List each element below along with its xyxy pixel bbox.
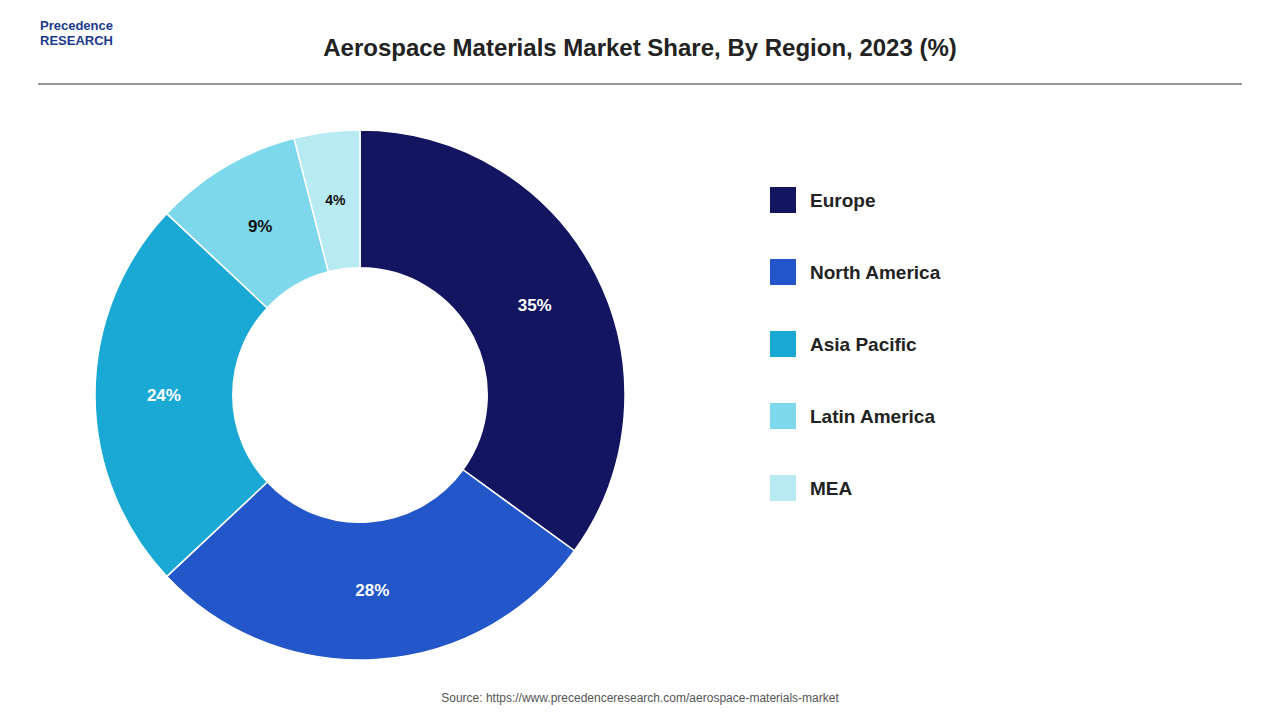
source-text: Source: https://www.precedenceresearch.c… bbox=[441, 691, 839, 705]
donut-slice bbox=[294, 130, 360, 272]
legend-item: Latin America bbox=[770, 403, 935, 429]
legend-swatch bbox=[770, 187, 796, 213]
logo-text: PrecedenceRESEARCH bbox=[40, 18, 113, 48]
legend-label: Latin America bbox=[810, 406, 935, 427]
legend-item: MEA bbox=[770, 475, 853, 501]
data-label: 35% bbox=[518, 296, 552, 315]
data-label: 4% bbox=[325, 192, 346, 208]
data-label: 24% bbox=[147, 386, 181, 405]
chart-svg: Aerospace Materials Market Share, By Reg… bbox=[0, 0, 1280, 720]
chart-container: Aerospace Materials Market Share, By Reg… bbox=[0, 0, 1280, 720]
legend-item: Asia Pacific bbox=[770, 331, 917, 357]
legend-swatch bbox=[770, 331, 796, 357]
data-label: 28% bbox=[355, 581, 389, 600]
data-label: 9% bbox=[248, 217, 273, 236]
chart-title: Aerospace Materials Market Share, By Reg… bbox=[323, 34, 957, 61]
legend-label: Europe bbox=[810, 190, 875, 211]
legend-item: North America bbox=[770, 259, 941, 285]
legend-swatch bbox=[770, 403, 796, 429]
title-rule bbox=[38, 84, 1242, 85]
donut-slice bbox=[360, 130, 625, 551]
legend-label: MEA bbox=[810, 478, 853, 499]
legend-swatch bbox=[770, 259, 796, 285]
legend-swatch bbox=[770, 475, 796, 501]
donut bbox=[95, 130, 625, 660]
legend-label: North America bbox=[810, 262, 941, 283]
legend: Europe North America Asia Pacific Latin Ame… bbox=[770, 187, 941, 501]
data-labels: 35% 28% 24% 9% 4% bbox=[147, 192, 552, 600]
legend-label: Asia Pacific bbox=[810, 334, 917, 355]
legend-item: Europe bbox=[770, 187, 875, 213]
